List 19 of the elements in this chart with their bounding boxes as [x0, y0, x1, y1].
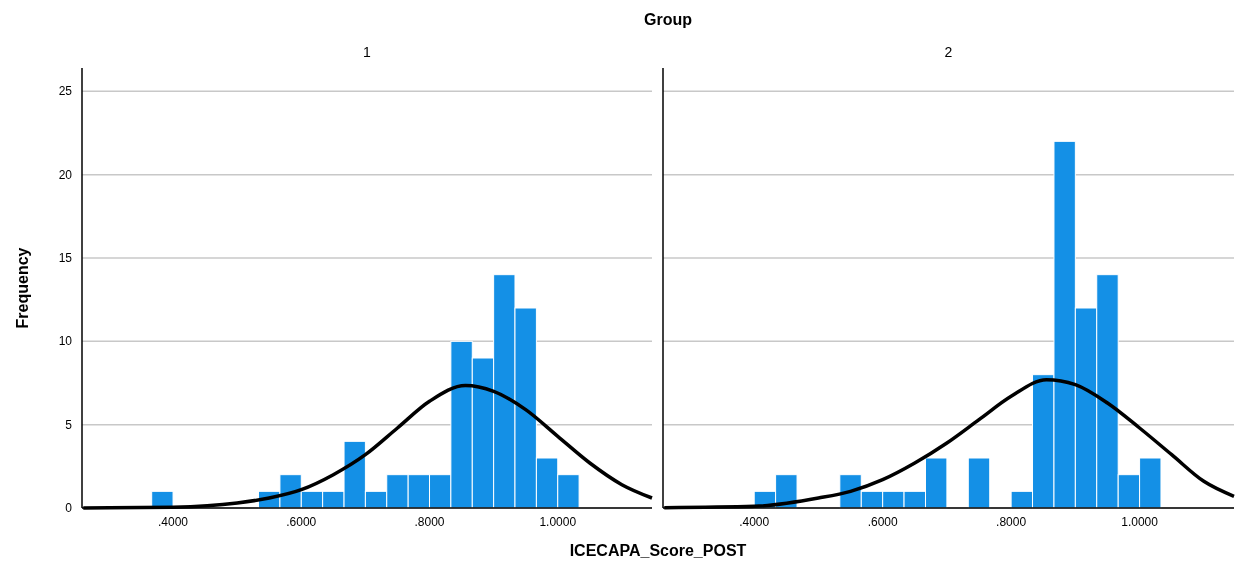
x-tick-label: 1.0000 — [539, 515, 577, 529]
y-axis-title: Frequency — [14, 247, 31, 329]
y-tick-label: 15 — [58, 251, 73, 265]
x-tick-label: .8000 — [414, 515, 445, 529]
y-tick-label: 20 — [58, 167, 73, 182]
x-tick-label: .8000 — [996, 515, 1027, 529]
x-tick-label: .4000 — [739, 515, 770, 529]
x-tick-label: .6000 — [286, 515, 317, 529]
chart-title: 2 — [944, 44, 953, 60]
y-tick-label: 25 — [58, 84, 73, 99]
y-tick-label: 5 — [65, 417, 73, 432]
x-axis-title: ICECAPA_Score_POST — [569, 542, 747, 559]
x-tick-label: .4000 — [158, 515, 189, 529]
x-tick-label: 1.0000 — [1121, 515, 1159, 529]
x-tick-label: .6000 — [867, 515, 898, 529]
y-tick-label: 10 — [58, 334, 73, 349]
y-tick-label: 0 — [65, 501, 73, 515]
text: Group — [644, 11, 693, 28]
chart-title: 1 — [363, 44, 372, 60]
